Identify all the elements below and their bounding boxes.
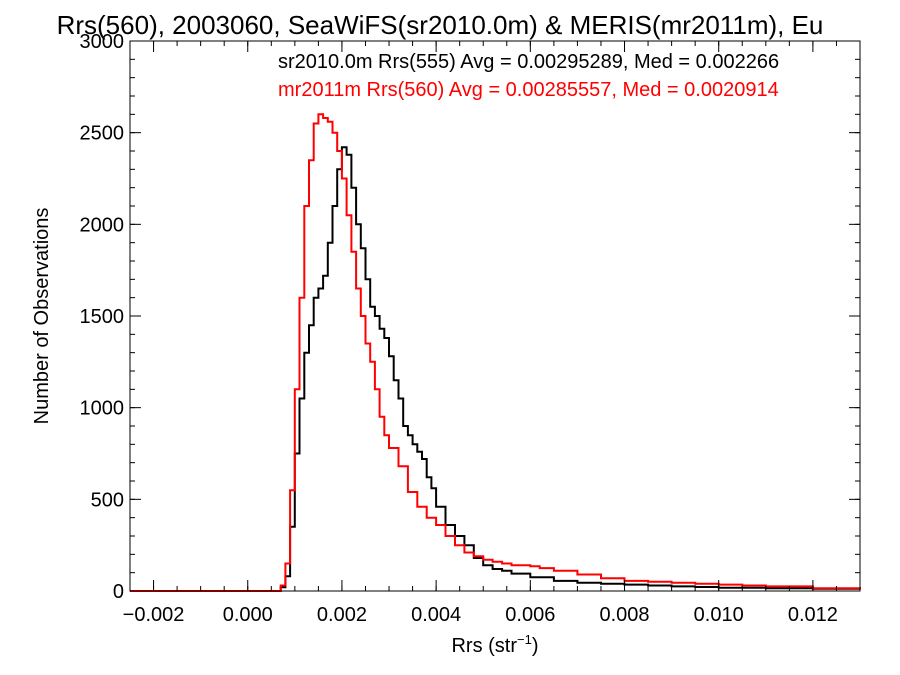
y-tick-label: 1000 (80, 398, 125, 420)
y-tick-label: 1500 (80, 306, 125, 328)
y-axis-label: Number of Observations (31, 208, 53, 425)
chart-title: Rrs(560), 2003060, SeaWiFS(sr2010.0m) & … (57, 10, 824, 40)
x-tick-label: 0.004 (411, 604, 461, 626)
x-axis-label: Rrs (str−1) (451, 632, 538, 657)
x-axis-label-main: Rrs (str (451, 635, 517, 657)
x-axis-label-superscript: −1 (517, 632, 532, 647)
y-tick-label: 500 (91, 489, 124, 511)
annotation-seawifs: sr2010.0m Rrs(555) Avg = 0.00295289, Med… (278, 51, 779, 73)
axis-layer: −0.002 0.000 0.002 0.004 0.006 0.008 0.010 0.01… (80, 31, 861, 626)
plot-frame (129, 40, 861, 592)
series-line-meris (130, 113, 861, 592)
x-tick-label: 0.006 (505, 604, 555, 626)
x-tick-label: −0.002 (123, 604, 185, 626)
series-layer (130, 113, 861, 592)
series-line-seawifs (130, 146, 861, 592)
y-tick-label: 3000 (80, 31, 125, 53)
x-tick-label: 0.008 (599, 604, 649, 626)
annotation-meris: mr2011m Rrs(560) Avg = 0.00285557, Med =… (278, 79, 779, 101)
x-tick-label: 0.000 (223, 604, 273, 626)
y-tick-label: 0 (113, 581, 124, 603)
x-axis-label-close: ) (532, 635, 539, 657)
y-tick-label: 2500 (80, 123, 125, 145)
x-tick-label: 0.012 (788, 604, 838, 626)
y-tick-label: 2000 (80, 214, 125, 236)
x-tick-label: 0.002 (317, 604, 367, 626)
x-tick-label: 0.010 (694, 604, 744, 626)
